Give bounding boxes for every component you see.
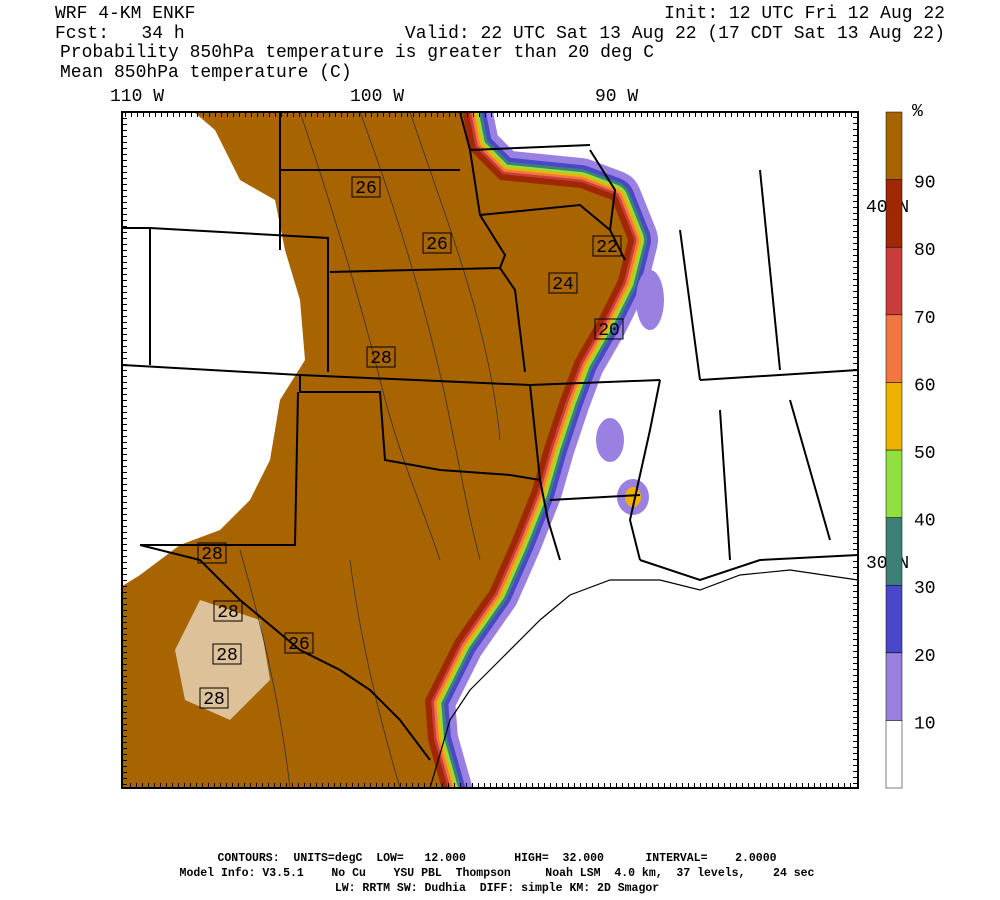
colorbar-unit: % xyxy=(912,102,923,122)
probability-low xyxy=(175,600,270,720)
contour-label-box xyxy=(592,235,622,257)
colorbar-tick-label: 20 xyxy=(914,647,936,667)
temperature-contour xyxy=(299,112,441,561)
contour-label: 28 xyxy=(203,690,225,710)
temperature-contour xyxy=(409,112,501,441)
contour-label: 28 xyxy=(370,349,392,369)
probability-blob xyxy=(596,418,624,462)
model-name: WRF 4-KM ENKF xyxy=(55,4,195,24)
footer-line: LW: RRTM SW: Dudhia DIFF: simple KM: 2D … xyxy=(335,882,659,895)
contour-label: 24 xyxy=(552,275,574,295)
colorbar-segment xyxy=(885,584,903,654)
colorbar-segment xyxy=(885,246,903,316)
contour-label: 28 xyxy=(217,603,239,623)
map-frame xyxy=(121,111,859,789)
probability-blob xyxy=(636,270,664,330)
colorbar-segment xyxy=(885,179,903,248)
state-border xyxy=(529,384,561,561)
colorbar: 10 20 30 40 50 60 70 80 90% xyxy=(885,102,936,789)
contour-label: 28 xyxy=(216,646,238,666)
contour-label: 20 xyxy=(598,321,620,341)
contour-label-box xyxy=(213,600,243,622)
colorbar-tick-label: 10 xyxy=(914,714,936,734)
state-border xyxy=(699,369,858,381)
state-border xyxy=(759,169,781,371)
footer-line: CONTOURS: UNITS=degC LOW= 12.000 HIGH= 3… xyxy=(218,852,777,865)
contour-label-box xyxy=(351,176,381,198)
map-fields xyxy=(122,112,858,788)
contour-label-box xyxy=(212,643,242,665)
valid-time: Valid: 22 UTC Sat 13 Aug 22 (17 CDT Sat … xyxy=(405,24,945,44)
init-time: Init: 12 UTC Fri 12 Aug 22 xyxy=(664,4,945,24)
colorbar-segment xyxy=(885,449,903,518)
state-border xyxy=(679,229,701,381)
colorbar-segment xyxy=(885,111,903,180)
contour-label-box xyxy=(197,542,227,564)
contour-label: 22 xyxy=(596,238,618,258)
contour-label-box xyxy=(594,318,624,340)
forecast-hour: Fcst: 34 h xyxy=(55,24,185,44)
longitude-label: 90 W xyxy=(595,87,638,107)
state-border xyxy=(549,494,641,501)
contour-label-box xyxy=(284,632,314,654)
colorbar-tick-label: 50 xyxy=(914,444,936,464)
colorbar-tick-label: 30 xyxy=(914,579,936,599)
colorbar-segment xyxy=(885,652,903,721)
state-border xyxy=(639,554,858,582)
state-border xyxy=(140,391,299,546)
contour-label-box xyxy=(199,687,229,709)
map-ticks xyxy=(123,113,857,787)
colorbar-segment xyxy=(885,517,903,586)
state-border xyxy=(789,399,831,541)
colorbar-tick-label: 60 xyxy=(914,376,936,396)
temperature-contour xyxy=(359,112,481,561)
shaded-field: Probability 850hPa temperature is greate… xyxy=(60,43,654,63)
contour-label-box xyxy=(366,346,396,368)
state-border xyxy=(529,379,661,386)
contour-label: 28 xyxy=(201,545,223,565)
state-border xyxy=(139,544,431,761)
temperature-contour xyxy=(239,549,291,788)
state-border xyxy=(719,409,731,561)
state-border xyxy=(479,203,611,231)
longitude-label: 100 W xyxy=(350,87,404,107)
probability-low xyxy=(122,112,305,587)
footer-line: Model Info: V3.5.1 No Cu YSU PBL Thompso… xyxy=(180,867,815,880)
colorbar-segment xyxy=(885,382,903,451)
contour-label: 26 xyxy=(288,635,310,655)
colorbar-tick-label: 90 xyxy=(914,174,936,194)
state-border xyxy=(589,149,626,261)
colorbar-segment xyxy=(885,720,903,789)
colorbar-tick-label: 70 xyxy=(914,309,936,329)
colorbar-tick-label: 80 xyxy=(914,241,936,261)
state-border xyxy=(122,227,329,372)
contour-label: 26 xyxy=(355,179,377,199)
colorbar-tick-label: 40 xyxy=(914,512,936,532)
state-border xyxy=(469,144,591,151)
temperature-contour xyxy=(349,559,401,788)
state-border xyxy=(628,379,661,561)
contour-label-box xyxy=(422,232,452,254)
contour-field: Mean 850hPa temperature (C) xyxy=(60,63,352,83)
longitude-label: 110 W xyxy=(110,87,164,107)
state-border xyxy=(299,375,541,481)
coastline xyxy=(429,569,858,788)
contour-label-box xyxy=(548,272,578,294)
contour-label: 26 xyxy=(426,235,448,255)
colorbar-segment xyxy=(885,314,903,383)
state-border xyxy=(329,266,526,373)
